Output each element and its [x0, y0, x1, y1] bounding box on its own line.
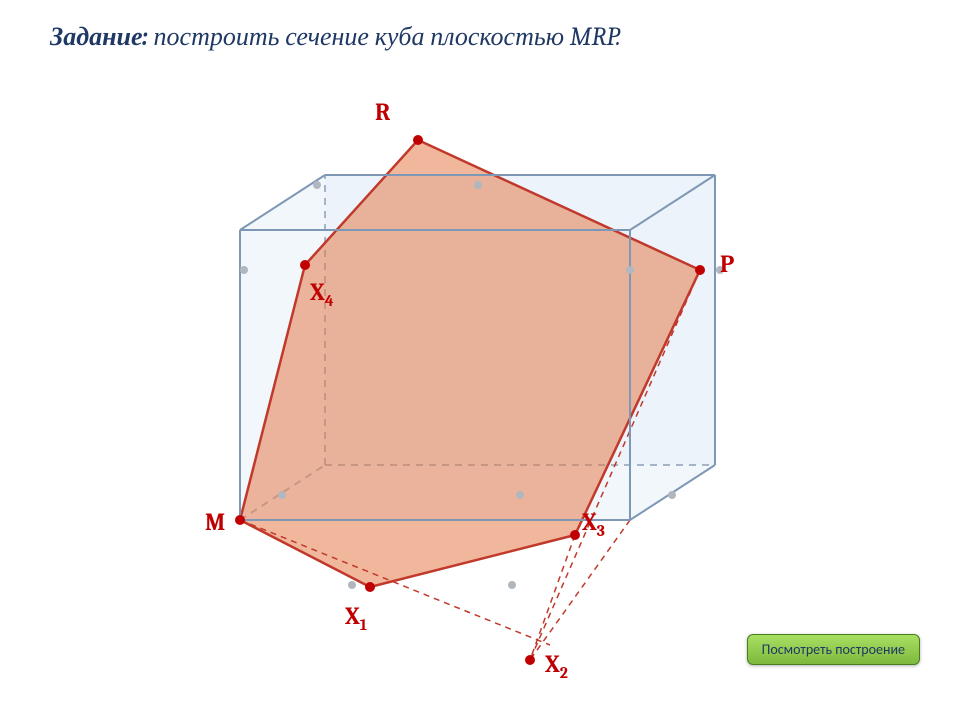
view-construction-button-label: Посмотреть построение — [762, 641, 905, 658]
point-label-x3: X3 — [582, 508, 605, 540]
view-construction-button[interactable]: Посмотреть построение — [747, 634, 920, 665]
point-label-p: P — [720, 250, 734, 278]
point-label-x4: X4 — [310, 278, 334, 310]
point-label-m: M — [205, 508, 225, 536]
point-label-r: R — [375, 98, 390, 126]
point-label-x1: X1 — [345, 602, 367, 634]
point-label-x2: X2 — [545, 650, 568, 682]
diagram-svg — [0, 0, 960, 720]
